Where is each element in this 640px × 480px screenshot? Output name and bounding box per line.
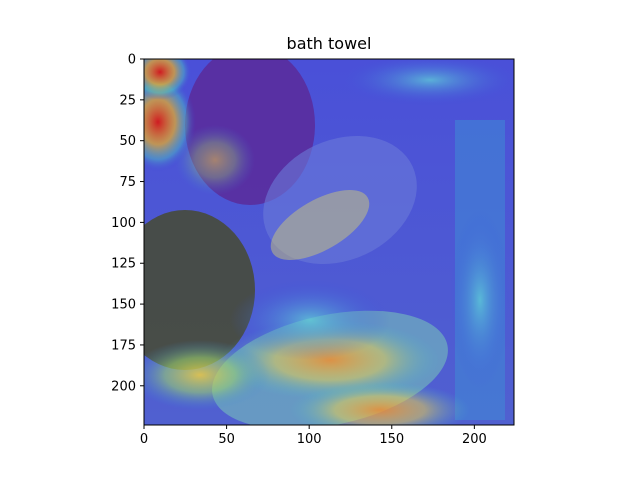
y-tick-label: 125 [111, 257, 136, 272]
figure-title: bath towel [287, 34, 372, 53]
heatmap-image [144, 59, 514, 425]
x-tick-label: 200 [462, 432, 487, 447]
x-tick-label: 150 [379, 432, 404, 447]
y-tick-label: 0 [128, 53, 136, 68]
y-tick-label: 50 [119, 134, 136, 149]
y-tick-label: 75 [119, 175, 136, 190]
y-tick-label: 100 [111, 216, 136, 231]
plot-frame [143, 58, 515, 426]
x-tick-label: 0 [140, 432, 148, 447]
x-axis: 0 50 100 150 200 [140, 425, 487, 447]
x-tick-label: 50 [218, 432, 235, 447]
y-tick-label: 175 [111, 338, 136, 353]
y-tick-label: 25 [119, 93, 136, 108]
y-tick-label: 150 [111, 298, 136, 313]
y-tick-label: 200 [111, 379, 136, 394]
y-axis: 0 25 50 75 100 125 150 175 200 [111, 53, 144, 394]
x-tick-label: 100 [297, 432, 322, 447]
